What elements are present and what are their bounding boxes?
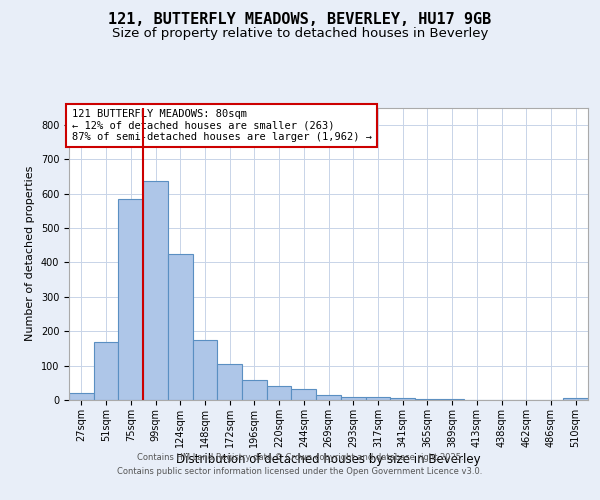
Text: Contains HM Land Registry data © Crown copyright and database right 2025.: Contains HM Land Registry data © Crown c… [137, 452, 463, 462]
Bar [563, 398, 588, 400]
Bar [365, 397, 390, 400]
Text: 121, BUTTERFLY MEADOWS, BEVERLEY, HU17 9GB: 121, BUTTERFLY MEADOWS, BEVERLEY, HU17 9… [109, 12, 491, 28]
Bar [292, 389, 316, 400]
Bar [143, 182, 168, 400]
Bar [316, 395, 341, 400]
Bar [193, 340, 217, 400]
Bar [69, 393, 94, 400]
Text: Size of property relative to detached houses in Beverley: Size of property relative to detached ho… [112, 28, 488, 40]
Bar [390, 398, 415, 400]
Text: 121 BUTTERFLY MEADOWS: 80sqm
← 12% of detached houses are smaller (263)
87% of s: 121 BUTTERFLY MEADOWS: 80sqm ← 12% of de… [71, 109, 371, 142]
Bar [415, 399, 440, 400]
Bar [94, 342, 118, 400]
Y-axis label: Number of detached properties: Number of detached properties [25, 166, 35, 342]
Bar [341, 396, 365, 400]
Bar [118, 198, 143, 400]
Bar [267, 386, 292, 400]
Bar [217, 364, 242, 400]
X-axis label: Distribution of detached houses by size in Beverley: Distribution of detached houses by size … [176, 452, 481, 466]
Bar [242, 380, 267, 400]
Text: Contains public sector information licensed under the Open Government Licence v3: Contains public sector information licen… [118, 468, 482, 476]
Bar [168, 254, 193, 400]
